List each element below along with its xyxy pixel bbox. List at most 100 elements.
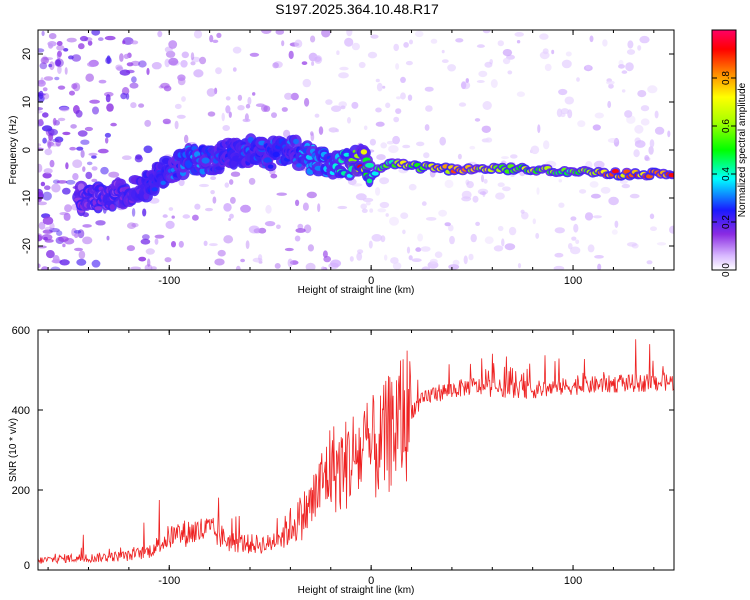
spectrogram-speckle — [245, 240, 250, 250]
spectrogram-speckle — [206, 88, 216, 97]
spectrogram-speckle — [461, 190, 472, 199]
spectrogram-speckle — [245, 103, 251, 109]
spectrogram-speckle — [237, 94, 243, 101]
spectrogram-speckle — [129, 82, 139, 89]
spectrogram-x-label: Height of straight line (km) — [298, 285, 415, 296]
spectrogram-speckle — [576, 77, 580, 82]
y-tick-label: -20 — [21, 238, 33, 254]
spectrogram-speckle — [302, 78, 312, 88]
spectrogram-speckle — [247, 96, 252, 105]
spectrogram-speckle — [597, 263, 602, 270]
spectrogram-speckle — [223, 203, 232, 212]
spectrogram-speckle — [502, 186, 511, 192]
spectrogram-speckle — [38, 143, 42, 147]
spectrogram-speckle — [82, 236, 93, 245]
spectrogram-speckle — [116, 66, 124, 71]
spectrogram-speckle — [565, 51, 572, 57]
spectrogram-speckle — [72, 159, 83, 168]
spectrogram-speckle — [95, 220, 106, 226]
spectrogram-speckle — [110, 122, 117, 127]
spectrogram-speckle — [585, 64, 591, 70]
x-tick-label: 100 — [564, 575, 582, 587]
spectrogram-speckle — [621, 183, 630, 189]
spectrogram-speckle — [476, 44, 485, 48]
spectrogram-speckle — [63, 212, 71, 221]
spectrogram-speckle — [75, 110, 83, 118]
spectrogram-speckle — [174, 103, 182, 110]
spectrogram-speckle — [193, 69, 204, 78]
spectrogram-speckle — [131, 76, 137, 83]
spectrogram-speckle — [347, 117, 351, 124]
spectrogram-speckle — [87, 61, 97, 68]
y-tick-label: 10 — [21, 96, 33, 108]
spectrogram-speckle — [614, 220, 619, 228]
spectrogram-speckle — [336, 50, 340, 55]
spectrogram-speckle — [425, 105, 433, 112]
snr-panel: -100 0 100 0 200 400 600 Height of straight l… — [8, 325, 675, 596]
spectrogram-speckle — [340, 105, 346, 110]
spectrogram-speckle — [382, 85, 386, 89]
spectrogram-speckle — [568, 243, 573, 250]
spectrogram-speckle — [74, 247, 83, 252]
spectrogram-speckle — [194, 203, 201, 210]
spectrogram-speckle — [215, 67, 222, 75]
spectrogram-speckle — [143, 145, 153, 154]
spectrogram-speckle — [106, 103, 114, 112]
spectrogram-speckle — [368, 240, 373, 249]
spectrogram-speckle — [621, 70, 628, 74]
spectrogram-speckle — [646, 260, 653, 265]
spectrogram-speckle — [337, 205, 348, 210]
spectrogram-speckle — [232, 46, 242, 54]
spectrogram-speckle — [47, 41, 57, 47]
spectrogram-speckle — [38, 110, 43, 114]
spectrogram-speckle — [258, 254, 263, 262]
spectrogram-speckle — [649, 139, 655, 148]
spectrogram-speckle — [49, 61, 55, 71]
spectrogram-speckle — [502, 49, 513, 57]
spectrogram-speckle — [425, 217, 437, 221]
spectrogram-speckle — [575, 239, 580, 245]
spectrogram-speckle — [338, 101, 348, 108]
spectrogram-speckle — [212, 196, 217, 204]
spectrogram-speckle — [92, 106, 99, 115]
spectrogram-speckle — [558, 88, 568, 96]
spectrogram-speckle — [447, 64, 456, 72]
spectrogram-speckle — [174, 120, 179, 130]
spectrogram-speckle — [321, 30, 331, 38]
spectrogram-speckle — [295, 228, 306, 233]
spectrogram-speckle — [468, 253, 474, 261]
spectrogram-speckle — [104, 35, 116, 41]
spectrogram-speckle — [130, 40, 139, 45]
spectrogram-speckle — [84, 126, 93, 132]
spectrogram-speckle — [230, 196, 236, 204]
spectrogram-speckle — [182, 214, 191, 219]
spectrogram-speckle — [38, 221, 46, 230]
spectrogram-speckle — [423, 152, 430, 159]
spectrogram-speckle — [71, 83, 78, 90]
spectrogram-speckle — [420, 246, 431, 252]
spectrogram-speckle — [634, 124, 644, 134]
spectrogram-ridge-core — [371, 171, 379, 176]
spectrogram-speckle — [476, 80, 485, 83]
spectrogram-speckle — [235, 265, 241, 270]
spectrogram-speckle — [165, 220, 175, 229]
spectrogram-speckle — [330, 259, 342, 268]
spectrogram-speckle — [180, 60, 188, 68]
spectrogram-speckle — [178, 240, 184, 248]
spectrogram-speckle — [122, 40, 126, 45]
spectrogram-speckle — [253, 228, 262, 234]
spectrogram-speckle — [130, 266, 142, 270]
spectrogram-speckle — [43, 76, 54, 81]
spectrogram-speckle — [52, 138, 60, 143]
spectrogram-speckle — [105, 94, 111, 103]
spectrogram-speckle — [650, 226, 657, 231]
spectrogram-speckle — [199, 183, 209, 188]
spectrogram-speckle — [481, 174, 484, 183]
spectrogram-speckle — [177, 74, 186, 81]
spectrogram-speckle — [589, 181, 599, 188]
spectrogram-heatmap — [38, 30, 674, 270]
spectrogram-speckle — [40, 77, 44, 84]
spectrogram-speckle — [242, 118, 251, 123]
spectrogram-speckle — [590, 193, 601, 199]
